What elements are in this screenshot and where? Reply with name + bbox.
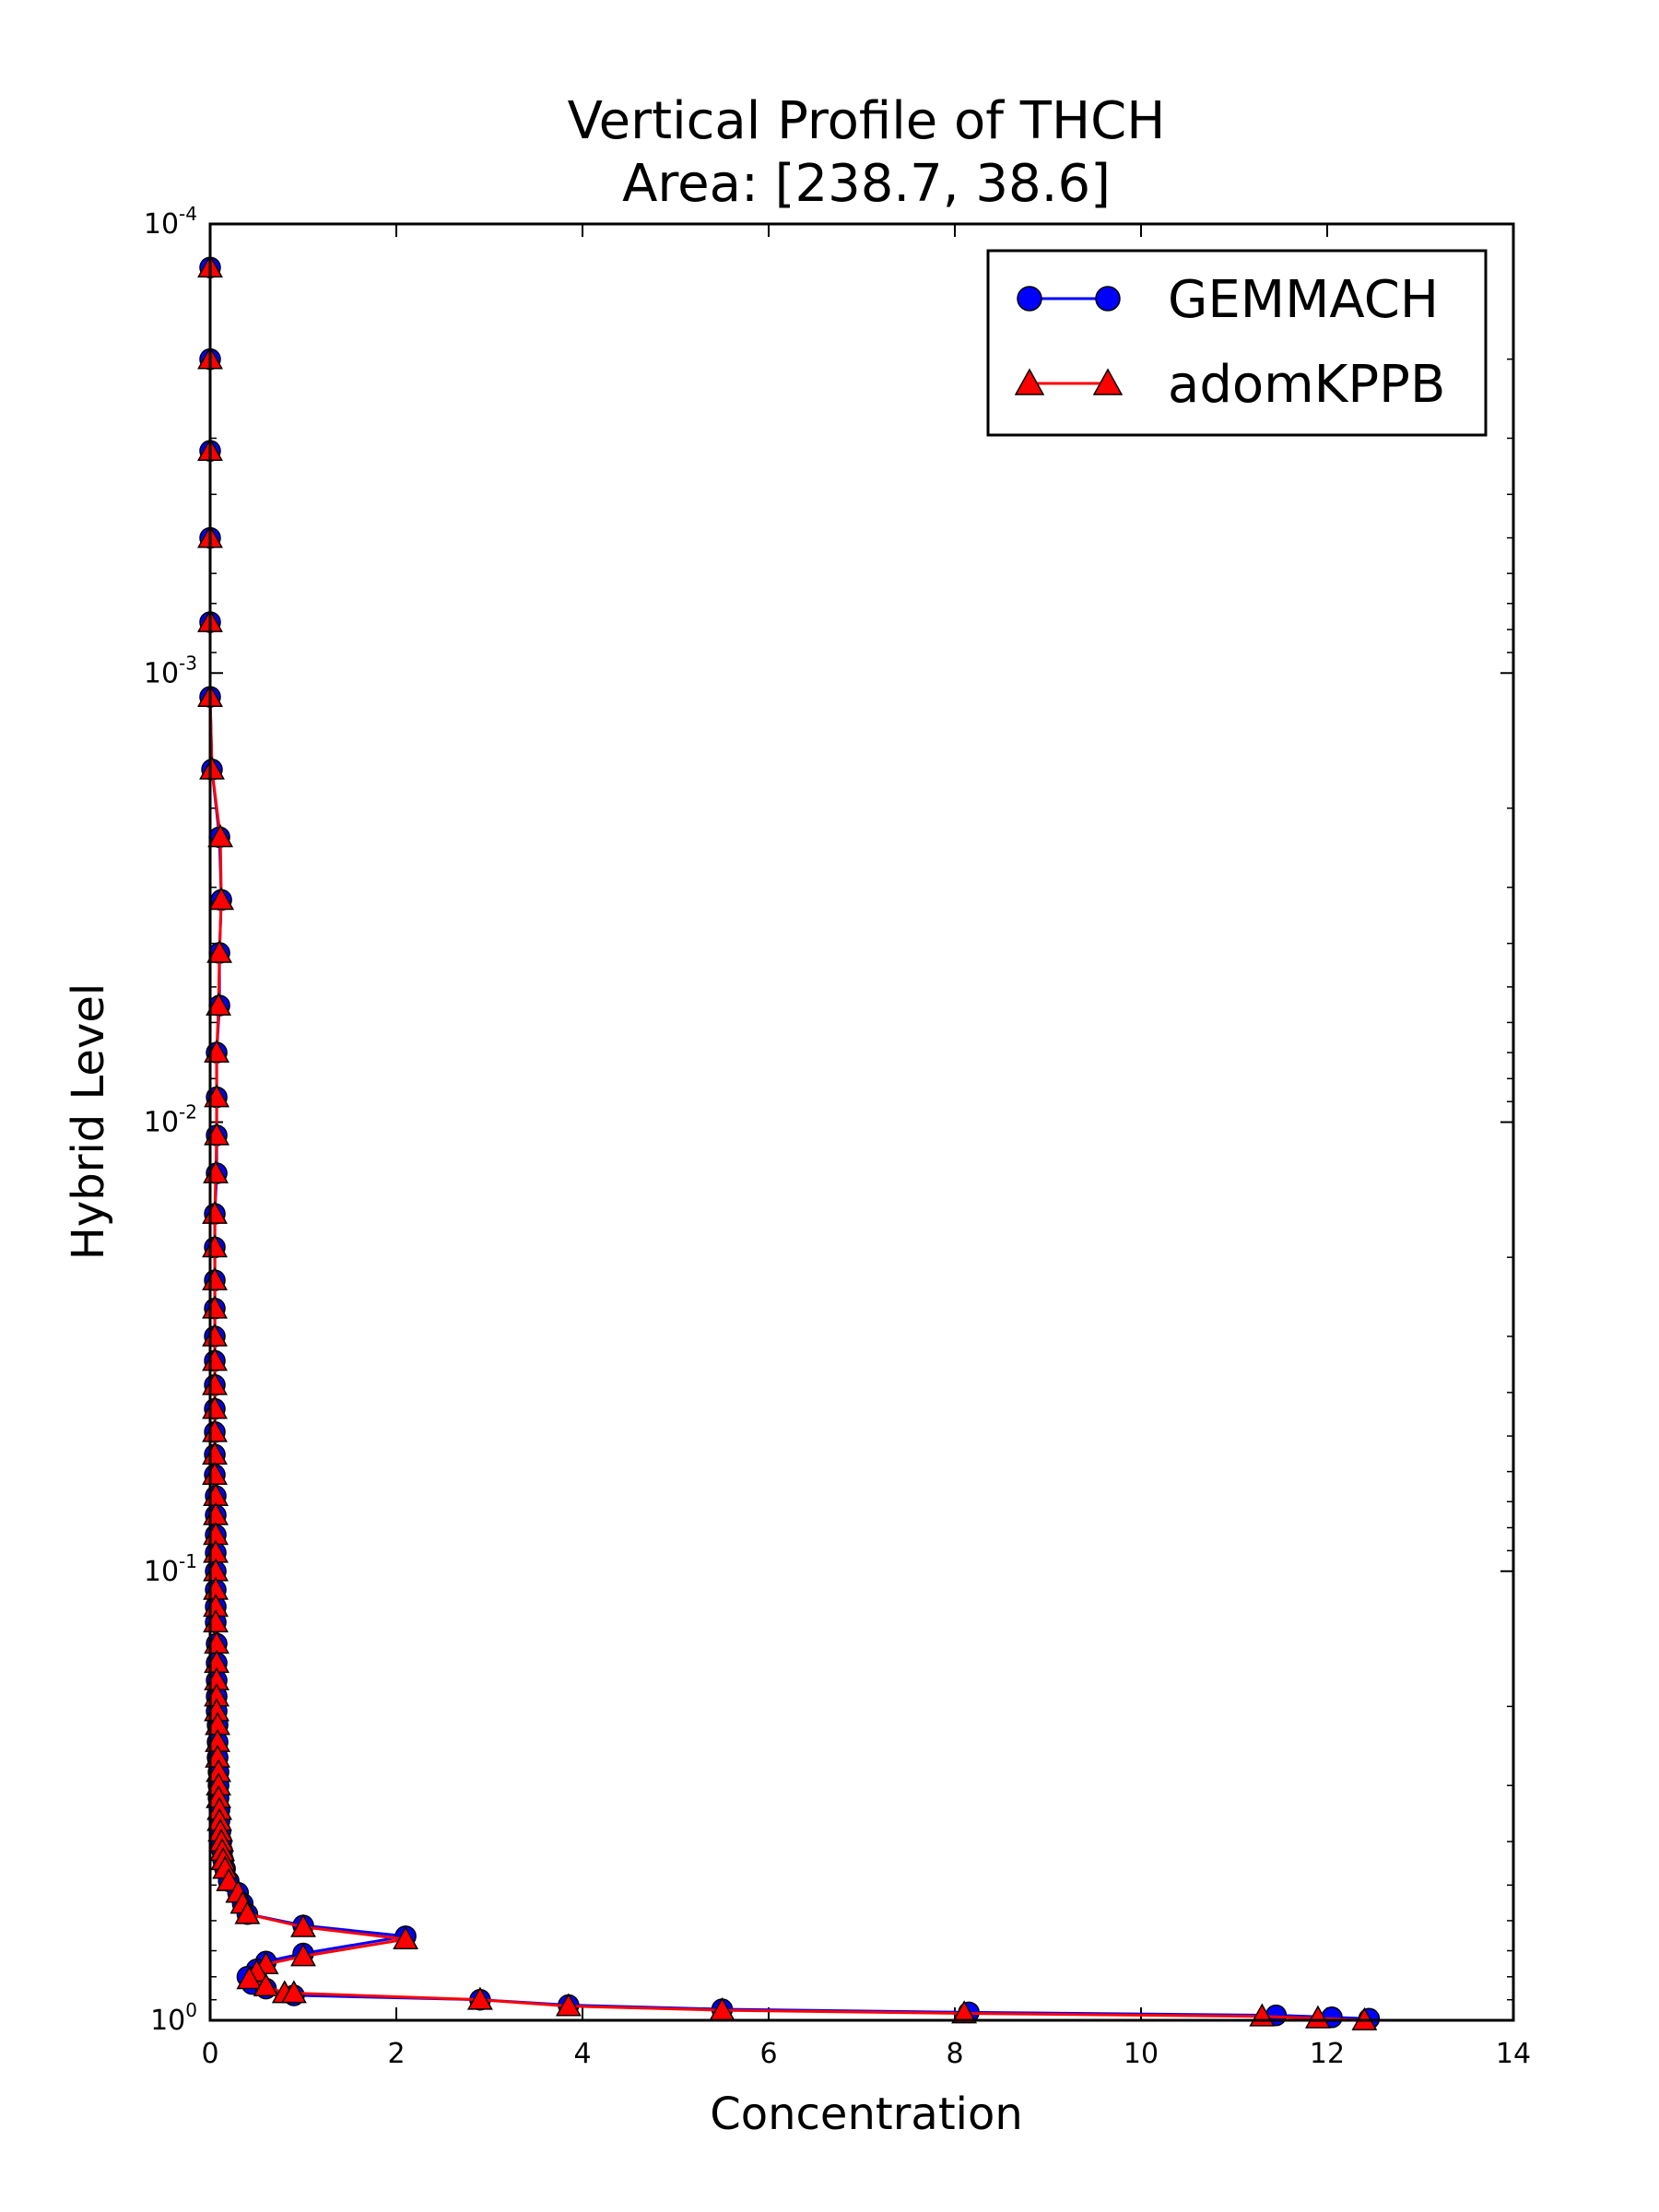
adomkppb-point [208, 887, 235, 911]
x-axis-label: Concentration [710, 2088, 1023, 2140]
adomkppb-legend-label: adomKPPB [1168, 355, 1445, 415]
adomkppb-point [951, 2000, 978, 2024]
adomkppb-point [206, 939, 233, 963]
y-tick-base: 10 [150, 2005, 185, 2037]
adomkppb-point [290, 1943, 316, 1967]
y-tick-label: 10-4 [144, 203, 197, 241]
gemmach-point [1017, 286, 1042, 312]
x-tick-label: 0 [201, 2038, 218, 2070]
y-axis-label: Hybrid Level [63, 983, 114, 1260]
y-tick-base: 10 [144, 657, 179, 689]
adomkppb-point [207, 824, 234, 848]
chart-title: Vertical Profile of THCH [568, 91, 1166, 151]
y-tick-exponent: -1 [179, 1550, 197, 1572]
legend: GEMMACH adomKPPB [986, 249, 1488, 437]
gemmach-legend-label: GEMMACH [1168, 270, 1439, 330]
adomkppb-point [234, 1900, 261, 1924]
x-tick-label: 4 [573, 2038, 591, 2070]
adomkppb-point [393, 1925, 419, 1949]
adomkppb-point [290, 1913, 316, 1937]
y-tick-base: 10 [144, 1556, 179, 1588]
adomkppb-point [555, 1993, 582, 2017]
adomkppb-point [199, 756, 225, 780]
legend-box [986, 249, 1488, 437]
x-tick-label: 10 [1124, 2038, 1159, 2070]
y-tick-base: 10 [144, 208, 179, 241]
chart-subtitle: Area: [238.7, 38.6] [622, 154, 1111, 214]
y-tick-exponent: 0 [185, 1999, 197, 2021]
adomkppb-point [216, 1867, 242, 1891]
adomkppb-point [1092, 368, 1124, 395]
gemmach-point [1095, 286, 1121, 312]
y-tick-exponent: -4 [179, 203, 197, 225]
y-tick-base: 10 [144, 1107, 179, 1139]
x-axis-ticks: 0 2 4 6 8 10 12 14 [201, 224, 1531, 2070]
plot-frame [208, 222, 1515, 2022]
y-tick-exponent: -3 [179, 652, 197, 674]
y-tick-label: 10-2 [144, 1101, 197, 1139]
adomkppb-point [1304, 2005, 1331, 2029]
y-tick-label: 10-1 [144, 1550, 197, 1588]
x-tick-label: 14 [1496, 2038, 1531, 2070]
adomkppb-point [206, 992, 232, 1016]
adomkppb-point [236, 1966, 263, 1990]
x-tick-label: 12 [1310, 2038, 1345, 2070]
x-tick-label: 6 [759, 2038, 777, 2070]
x-tick-label: 2 [387, 2038, 405, 2070]
y-tick-exponent: -2 [179, 1101, 197, 1124]
adomkppb-point [466, 1986, 493, 2010]
adomkppb-point [1014, 368, 1045, 395]
adomkppb-point [280, 1980, 307, 2004]
y-tick-label: 100 [150, 1999, 197, 2037]
adomkppb-point [253, 1972, 279, 1996]
y-tick-label: 10-3 [144, 652, 197, 689]
x-tick-label: 8 [946, 2038, 963, 2070]
